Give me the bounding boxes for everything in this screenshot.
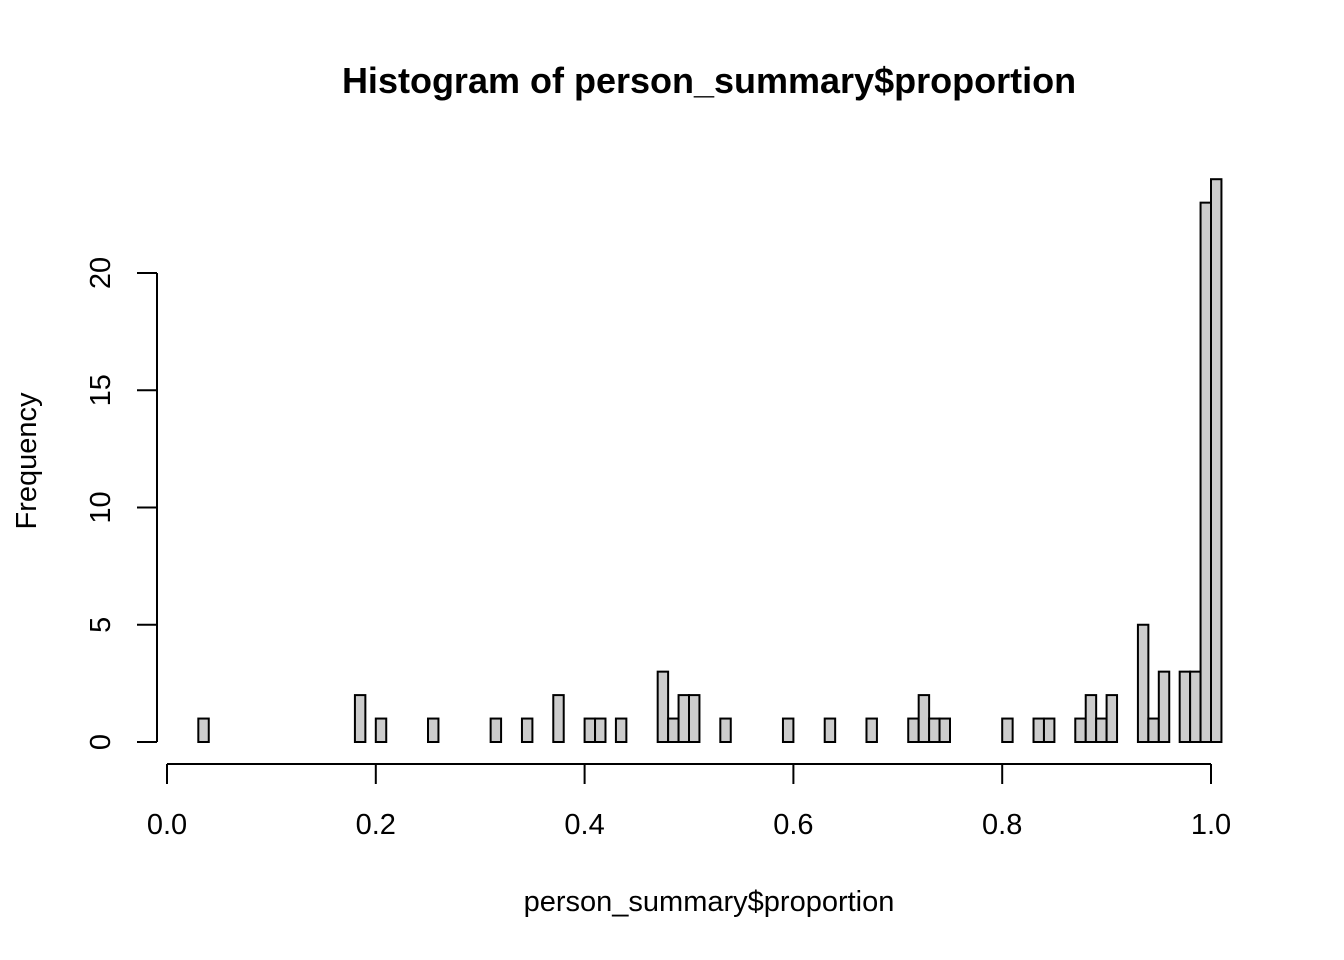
histogram-bar [938, 717, 951, 743]
x-tick-label: 0.0 [147, 809, 187, 841]
y-tick-label: 0 [85, 734, 117, 750]
histogram-bar [1032, 717, 1045, 743]
bars-group [197, 178, 1223, 744]
histogram-bar [719, 717, 732, 743]
y-tick-label: 5 [85, 617, 117, 633]
histogram-bar [656, 670, 670, 744]
x-tick-label: 0.6 [773, 809, 813, 841]
x-tick-label: 0.8 [982, 809, 1022, 841]
histogram-bar [1105, 694, 1119, 743]
histogram-bar [667, 717, 680, 743]
histogram-bar [688, 694, 701, 743]
histogram-bar [1084, 694, 1098, 743]
histogram-bar [865, 717, 878, 743]
histogram-bar [1147, 717, 1160, 743]
histogram-bar [520, 717, 534, 743]
histogram-bar [1178, 670, 1192, 744]
y-tick-label: 20 [85, 257, 117, 289]
histogram-bar [489, 717, 503, 743]
histogram-bar [1199, 201, 1213, 743]
x-tick-label: 0.2 [356, 809, 396, 841]
x-axis: 0.0 0.2 0.4 0.6 0.8 1.0 [147, 763, 1231, 841]
histogram-bar [427, 717, 440, 743]
y-tick-label: 15 [85, 374, 117, 406]
histogram-bar [1042, 717, 1056, 743]
histogram-bar [1189, 670, 1202, 744]
histogram-bar [583, 717, 597, 743]
chart-title: Histogram of person_summary$proportion [342, 60, 1076, 101]
histogram-bar [1136, 623, 1150, 743]
histogram-bar [614, 717, 628, 743]
x-tick-label: 1.0 [1191, 809, 1231, 841]
histogram-bar [552, 694, 565, 743]
x-tick-label: 0.4 [564, 809, 604, 841]
histogram-bar [1210, 178, 1223, 743]
histogram-bar [594, 717, 607, 743]
histogram-bar [677, 694, 690, 743]
histogram-bar [1095, 717, 1108, 743]
histogram-bar [928, 717, 941, 743]
x-axis-label: person_summary$proportion [524, 886, 895, 918]
histogram-bar [907, 717, 920, 743]
histogram-bar [1001, 717, 1014, 743]
y-axis-label: Frequency [11, 392, 43, 530]
histogram-bar [353, 694, 367, 743]
histogram-bar [197, 717, 210, 743]
histogram-bar [917, 694, 931, 743]
histogram-bar [823, 717, 837, 743]
histogram-bar [1074, 717, 1087, 743]
histogram-bar [1157, 670, 1171, 744]
y-tick-label: 10 [85, 491, 117, 523]
histogram-bar [374, 717, 388, 743]
y-axis: 0 5 10 15 20 [85, 257, 158, 750]
histogram-bar [781, 717, 795, 743]
